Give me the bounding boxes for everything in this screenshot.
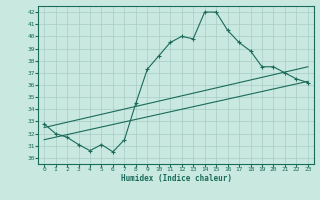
X-axis label: Humidex (Indice chaleur): Humidex (Indice chaleur) xyxy=(121,174,231,183)
